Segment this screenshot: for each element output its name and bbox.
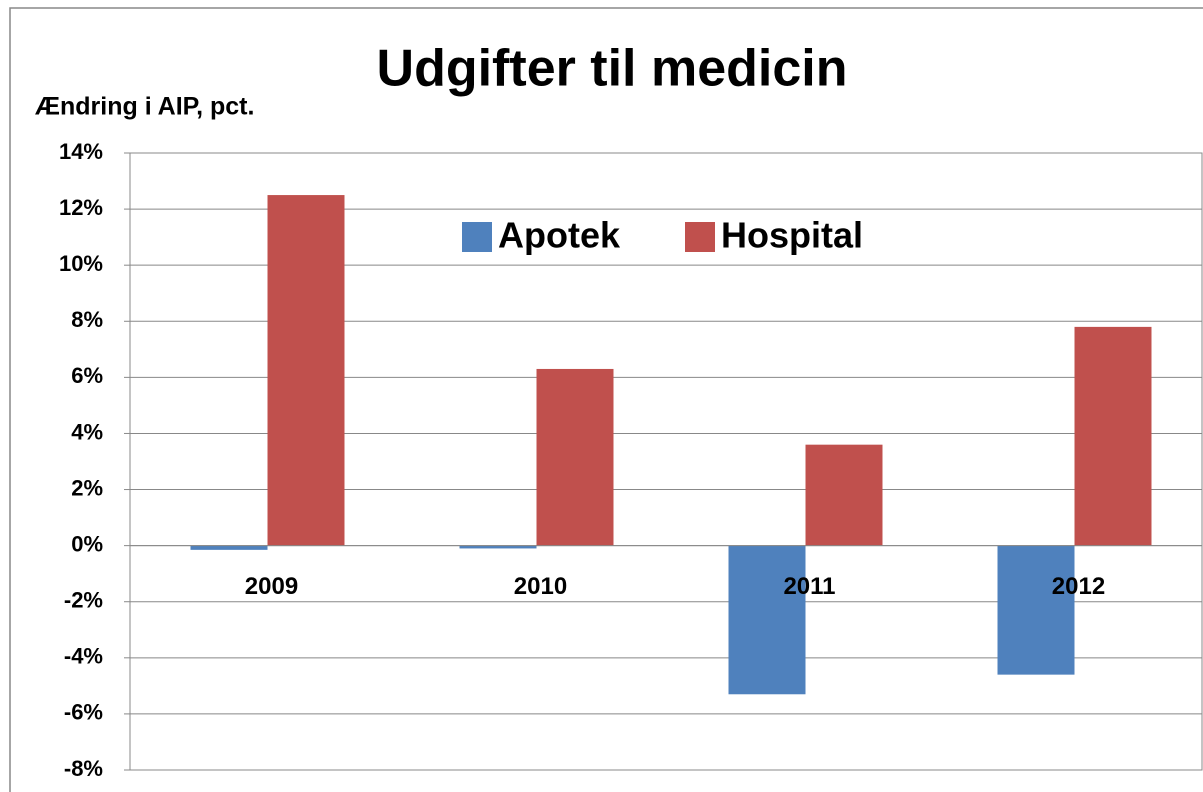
x-tick-label: 2012	[1052, 573, 1105, 600]
bar	[1074, 326, 1152, 546]
y-tick-label: 8%	[71, 307, 103, 332]
y-tick-label: 0%	[71, 531, 103, 556]
x-tick-label: 2009	[245, 573, 298, 600]
legend-label: Apotek	[498, 215, 621, 256]
y-tick-label: 6%	[71, 363, 103, 388]
bar	[805, 444, 883, 546]
bar	[190, 545, 268, 550]
y-tick-label: 4%	[71, 419, 103, 444]
x-tick-label: 2011	[783, 573, 835, 600]
y-tick-label: -4%	[64, 644, 103, 669]
bar	[536, 368, 614, 546]
chart-title: Udgifter til medicin	[377, 40, 848, 98]
y-tick-label: 2%	[71, 475, 103, 500]
y-tick-label: -8%	[64, 756, 103, 781]
y-axis-label: Ændring i AIP, pct.	[35, 93, 254, 121]
y-tick-label: -2%	[64, 588, 103, 613]
y-tick-label: -6%	[64, 700, 103, 725]
bar	[728, 545, 806, 695]
bar	[267, 195, 345, 546]
y-tick-label: 10%	[59, 251, 103, 276]
x-tick-label: 2010	[514, 573, 567, 600]
bar	[997, 545, 1075, 675]
legend-label: Hospital	[721, 215, 863, 256]
legend-swatch	[462, 222, 492, 252]
legend-swatch	[685, 222, 715, 252]
y-tick-label: 12%	[59, 195, 103, 220]
bar	[459, 545, 537, 549]
y-tick-label: 14%	[59, 139, 103, 164]
